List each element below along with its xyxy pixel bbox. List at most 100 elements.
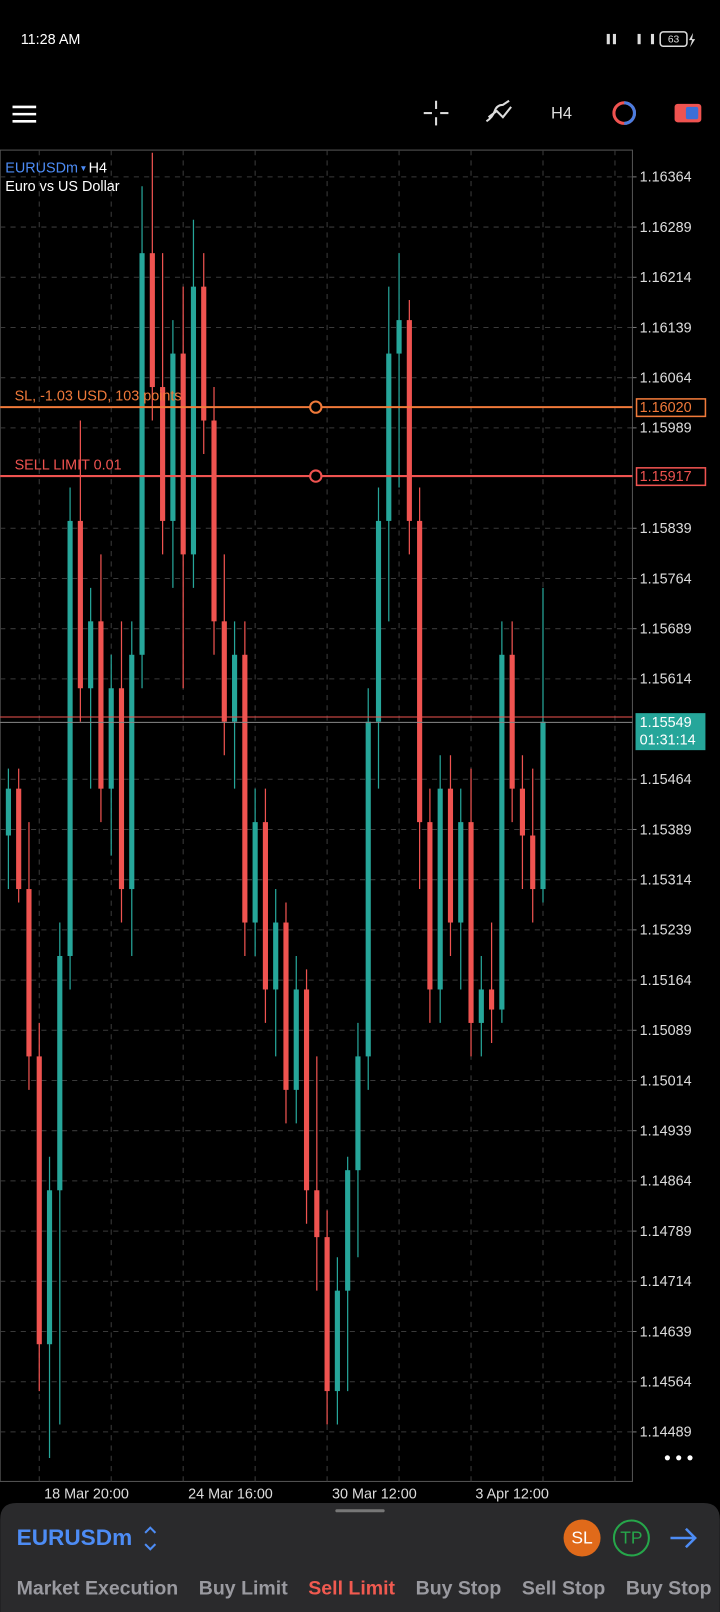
y-tick-label: 1.15314 [640, 873, 692, 889]
candle-body [283, 922, 289, 1090]
bid-label: 1.15549 [640, 715, 692, 731]
candle-body [345, 1170, 351, 1291]
candle-body [129, 654, 135, 890]
candle-body [427, 822, 433, 990]
level-handle[interactable] [309, 400, 323, 414]
y-tick-label: 1.16289 [640, 220, 692, 236]
candle-body [530, 835, 536, 890]
candle-body [375, 520, 382, 722]
sl-label: SL [571, 1528, 593, 1548]
candle-body [221, 621, 227, 722]
chart: 1.16364 1.16289 1.16214 1.16139 1.16064 1.159… [0, 149, 707, 1503]
indicators-button[interactable] [485, 99, 512, 123]
candle-body [447, 788, 454, 923]
more-dots[interactable] [664, 1455, 693, 1461]
candle-body [180, 353, 186, 555]
x-tick-label: 24 Mar 16:00 [188, 1487, 273, 1503]
y-tick-label: 1.14714 [640, 1274, 692, 1290]
status-time: 11:28 AM [21, 32, 81, 48]
candle-body [396, 320, 402, 354]
chart-symbol: EURUSDm [5, 160, 78, 176]
candle-body [293, 989, 299, 1090]
level-box [635, 467, 707, 487]
y-tick-label: 1.15839 [640, 521, 692, 537]
x-tick-label: 3 Apr 12:00 [475, 1487, 549, 1503]
chart-description: Euro vs US Dollar [5, 179, 119, 195]
candle-body [57, 955, 63, 1191]
menu-button[interactable] [12, 105, 37, 123]
candle-body [314, 1190, 320, 1238]
y-tick-label: 1.15614 [640, 672, 692, 688]
x-tick-label: 30 Mar 12:00 [332, 1487, 417, 1503]
level-label: SL, -1.03 USD, 103 points [15, 389, 182, 405]
battery: 63 [668, 34, 680, 45]
y-tick-label: 1.15689 [640, 622, 692, 638]
y-tick-label: 1.16364 [640, 170, 692, 186]
y-tick-label: 1.16064 [640, 371, 692, 387]
x-tick-label: 18 Mar 20:00 [44, 1487, 129, 1503]
candle-body [46, 1190, 53, 1345]
order-type-tab[interactable]: Buy Stop [626, 1578, 712, 1600]
tp-button[interactable] [612, 1519, 650, 1557]
y-tick-label: 1.14939 [640, 1124, 692, 1140]
symbol-switch[interactable] [144, 1526, 157, 1551]
level-label: SELL LIMIT 0.01 [15, 458, 122, 474]
candle-body [519, 788, 526, 836]
y-tick-label: 1.15089 [640, 1023, 692, 1039]
y-tick-label: 1.14864 [640, 1174, 692, 1190]
timeframe-button[interactable]: H4 [551, 104, 572, 122]
y-tick-label: 1.16139 [640, 320, 692, 336]
candle-body [273, 922, 279, 990]
level-handle[interactable] [309, 469, 323, 483]
order-type-tab[interactable]: Buy Stop [416, 1578, 502, 1600]
order-type-tab[interactable]: Buy Limit [199, 1578, 288, 1600]
candle-body [88, 621, 94, 689]
tp-label: TP [620, 1528, 642, 1548]
order-type-tab[interactable]: Market Execution [17, 1578, 179, 1600]
candle-body [355, 1056, 361, 1171]
candle-body [334, 1290, 340, 1392]
candle-body [324, 1237, 330, 1392]
y-tick-label: 1.16214 [640, 270, 692, 286]
candle-body [36, 1056, 42, 1345]
bid-box [635, 713, 706, 751]
order-type-tab[interactable]: Sell Stop [522, 1578, 606, 1600]
order-panel: EURUSDm SL TP Market Execution Buy Limit S… [0, 1503, 720, 1612]
bar-timer: 01:31:14 [640, 733, 696, 749]
candle-body [170, 353, 176, 521]
crosshair-button[interactable] [423, 100, 449, 126]
trade-button[interactable] [674, 103, 702, 123]
candle-body [303, 989, 310, 1191]
candle-body [509, 654, 515, 789]
candle-body [478, 989, 484, 1023]
symbol-dropdown[interactable]: ▼ [79, 164, 87, 173]
candle-body [26, 889, 32, 1057]
candle-body [365, 721, 371, 1057]
level-price: 1.15917 [640, 469, 692, 485]
candle-body [417, 520, 423, 823]
toolbar: H4 [12, 99, 702, 126]
chart-timeframe: H4 [89, 160, 107, 176]
objects-button[interactable] [612, 101, 637, 125]
candle-body [139, 253, 145, 655]
candle-body [468, 822, 474, 1023]
candle-body [406, 320, 412, 521]
next-button[interactable] [670, 1527, 697, 1549]
candle-body [540, 721, 546, 890]
y-tick-label: 1.15464 [640, 772, 692, 788]
y-tick-label: 1.15989 [640, 421, 692, 437]
candle-body [108, 688, 114, 789]
panel-symbol[interactable]: EURUSDm [17, 1525, 133, 1550]
candle-body [489, 989, 495, 1010]
candle-body [201, 286, 207, 421]
y-tick-label: 1.14564 [640, 1375, 692, 1391]
y-tick-label: 1.14789 [640, 1224, 692, 1240]
candle-body [211, 420, 217, 622]
sl-button[interactable] [563, 1519, 601, 1557]
level-box [635, 398, 707, 418]
order-type-tab[interactable]: Sell Limit [308, 1578, 395, 1600]
candle-body [232, 654, 238, 722]
y-tick-label: 1.15764 [640, 571, 692, 587]
y-tick-label: 1.14639 [640, 1324, 692, 1340]
